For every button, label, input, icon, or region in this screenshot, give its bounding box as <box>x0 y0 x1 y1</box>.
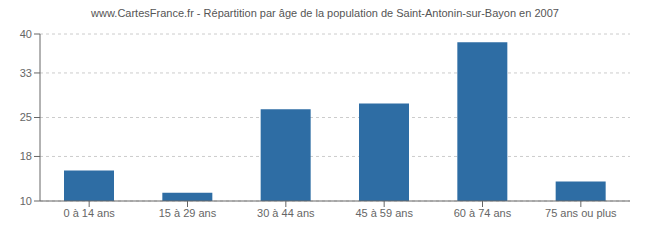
svg-text:40: 40 <box>20 28 32 40</box>
svg-text:18: 18 <box>20 150 32 162</box>
svg-text:10: 10 <box>20 195 32 207</box>
svg-text:45 à 59 ans: 45 à 59 ans <box>355 207 413 219</box>
svg-text:60 à 74 ans: 60 à 74 ans <box>454 207 512 219</box>
svg-text:0 à 14 ans: 0 à 14 ans <box>63 207 115 219</box>
svg-text:33: 33 <box>20 67 32 79</box>
svg-text:30 à 44 ans: 30 à 44 ans <box>257 207 315 219</box>
svg-text:25: 25 <box>20 111 32 123</box>
svg-text:15 à 29 ans: 15 à 29 ans <box>159 207 217 219</box>
svg-text:75 ans ou plus: 75 ans ou plus <box>545 207 617 219</box>
html-text:www.CartesFrance.fr - Répartit: www.CartesFrance.fr - Répartition par âg… <box>91 7 559 19</box>
